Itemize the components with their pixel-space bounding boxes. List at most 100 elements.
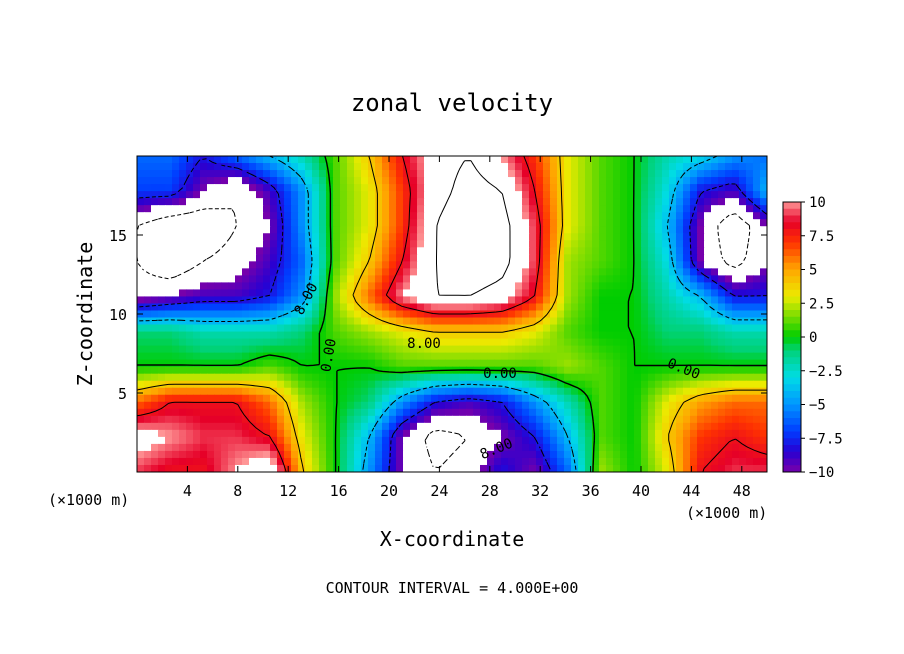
heatmap-cell: [508, 394, 516, 403]
heatmap-cell: [263, 450, 271, 459]
heatmap-cell: [291, 464, 299, 472]
heatmap-cell: [592, 415, 600, 424]
heatmap-cell: [270, 191, 278, 199]
heatmap-cell: [704, 345, 712, 354]
heatmap-cell: [480, 415, 488, 424]
heatmap-cell: [634, 303, 642, 312]
heatmap-cell: [340, 366, 348, 375]
heatmap-cell: [200, 247, 208, 255]
heatmap-cell: [347, 345, 355, 354]
heatmap-cell: [284, 415, 292, 424]
heatmap-cell: [200, 373, 208, 382]
heatmap-cell: [578, 436, 586, 445]
heatmap-cell: [396, 436, 404, 445]
heatmap-cell: [424, 156, 432, 164]
heatmap-cell: [459, 331, 467, 340]
heatmap-cell: [151, 331, 159, 340]
heatmap-cell: [746, 429, 754, 438]
heatmap-cell: [354, 345, 362, 354]
heatmap-cell: [396, 310, 404, 319]
heatmap-cell: [697, 401, 705, 410]
heatmap-cell: [368, 457, 376, 466]
heatmap-cell: [711, 247, 719, 255]
heatmap-cell: [739, 457, 747, 466]
heatmap-cell: [669, 436, 677, 445]
heatmap-cell: [333, 233, 341, 241]
heatmap-cell: [249, 163, 257, 171]
heatmap-cell: [368, 289, 376, 298]
heatmap-cell: [683, 394, 691, 403]
heatmap-cell: [676, 275, 684, 283]
heatmap-cell: [648, 233, 656, 241]
heatmap-cell: [459, 429, 467, 438]
heatmap-cell: [725, 310, 733, 319]
heatmap-cell: [592, 233, 600, 241]
heatmap-cell: [445, 429, 453, 438]
heatmap-cell: [697, 289, 705, 298]
heatmap-cell: [235, 415, 243, 424]
heatmap-cell: [333, 464, 341, 472]
heatmap-cell: [634, 359, 642, 368]
heatmap-cell: [753, 331, 761, 340]
heatmap-cell: [382, 282, 390, 291]
heatmap-cell: [725, 352, 733, 361]
heatmap-cell: [137, 303, 145, 312]
heatmap-cell: [298, 198, 306, 206]
heatmap-cell: [718, 303, 726, 312]
heatmap-cell: [144, 422, 152, 431]
heatmap-cell: [718, 233, 726, 241]
heatmap-cell: [690, 324, 698, 333]
heatmap-cell: [676, 443, 684, 452]
heatmap-cell: [179, 464, 187, 472]
heatmap-cell: [655, 268, 663, 276]
heatmap-cell: [221, 387, 229, 396]
heatmap-cell: [522, 436, 530, 445]
heatmap-cell: [543, 429, 551, 438]
heatmap-cell: [207, 450, 215, 459]
heatmap-cell: [347, 240, 355, 248]
heatmap-cell: [165, 254, 173, 262]
heatmap-cell: [473, 296, 481, 305]
heatmap-cell: [144, 408, 152, 417]
heatmap-cell: [564, 282, 572, 291]
heatmap-cell: [662, 464, 670, 472]
heatmap-cell: [753, 163, 761, 171]
heatmap-cell: [144, 226, 152, 234]
heatmap-cell: [242, 394, 250, 403]
heatmap-cell: [158, 303, 166, 312]
heatmap-cell: [228, 296, 236, 305]
heatmap-cell: [515, 450, 523, 459]
heatmap-cell: [669, 401, 677, 410]
heatmap-cell: [543, 275, 551, 283]
heatmap-cell: [228, 226, 236, 234]
heatmap-cell: [249, 261, 257, 269]
heatmap-cell: [578, 359, 586, 368]
heatmap-cell: [697, 233, 705, 241]
heatmap-cell: [389, 177, 397, 185]
heatmap-cell: [431, 408, 439, 417]
heatmap-cell: [389, 205, 397, 213]
heatmap-cell: [522, 247, 530, 255]
heatmap-cell: [214, 296, 222, 305]
heatmap-cell: [172, 450, 180, 459]
heatmap-cell: [676, 464, 684, 472]
heatmap-cell: [585, 198, 593, 206]
heatmap-cell: [291, 366, 299, 375]
heatmap-cell: [704, 366, 712, 375]
heatmap-cell: [424, 450, 432, 459]
heatmap-cell: [739, 191, 747, 199]
heatmap-cell: [277, 415, 285, 424]
heatmap-cell: [550, 338, 558, 347]
heatmap-cell: [256, 184, 264, 192]
heatmap-cell: [466, 296, 474, 305]
heatmap-cell: [690, 240, 698, 248]
heatmap-cell: [550, 254, 558, 262]
heatmap-cell: [375, 464, 383, 472]
heatmap-cell: [312, 338, 320, 347]
heatmap-cell: [739, 443, 747, 452]
heatmap-cell: [340, 198, 348, 206]
heatmap-cell: [410, 177, 418, 185]
heatmap-cell: [151, 352, 159, 361]
heatmap-cell: [424, 429, 432, 438]
heatmap-cell: [375, 443, 383, 452]
